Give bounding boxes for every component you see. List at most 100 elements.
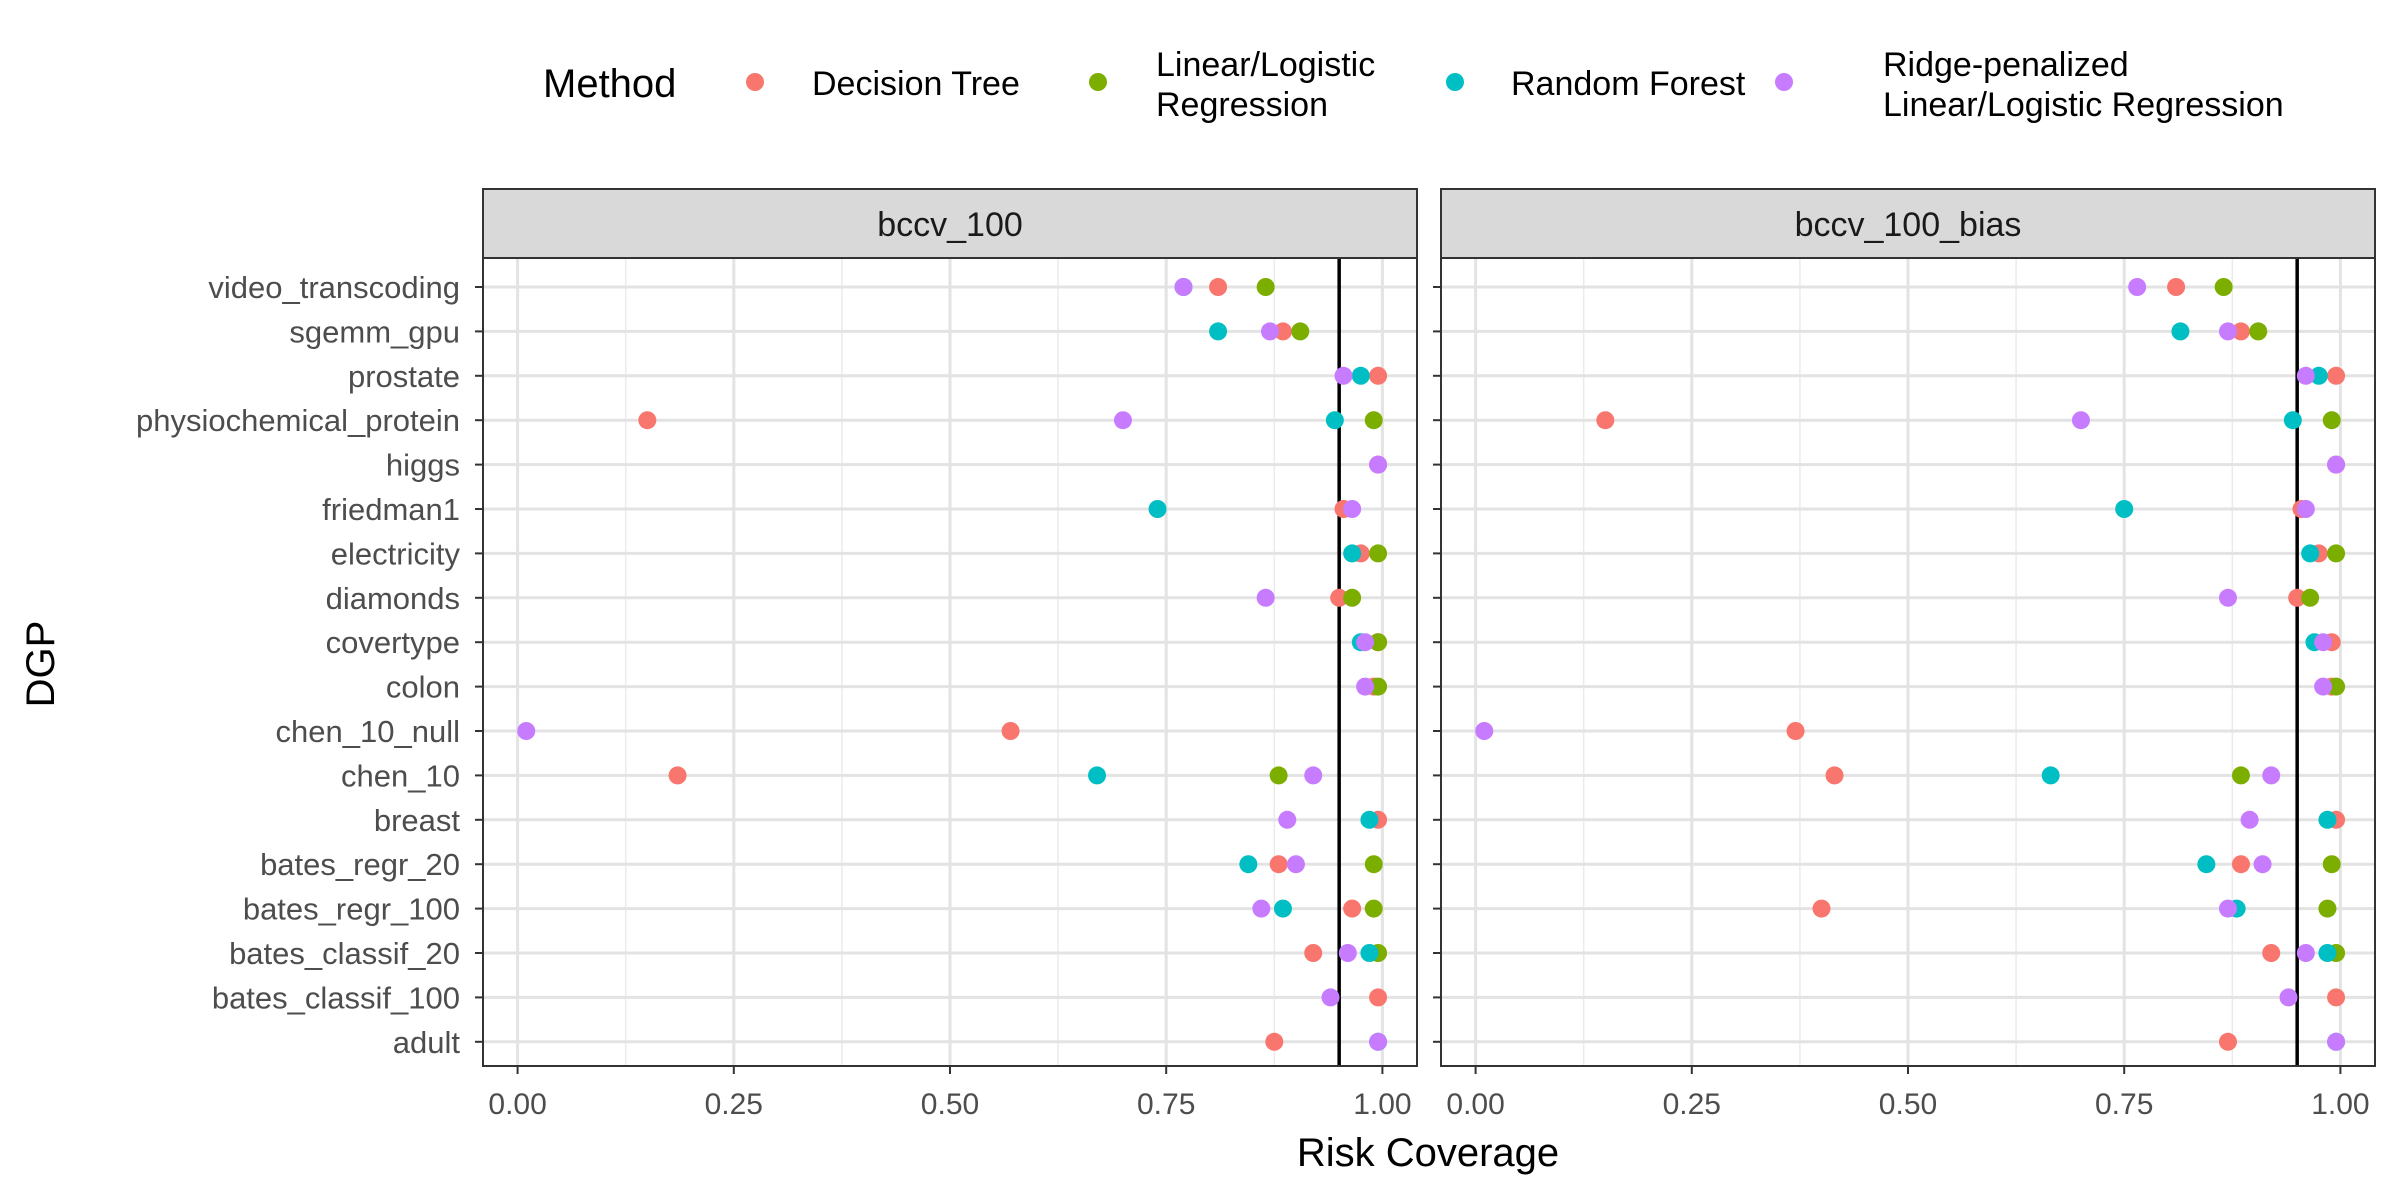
series-4 [1475,278,2346,1051]
data-point [1360,944,1379,962]
data-point [1291,322,1310,341]
data-point [2218,322,2237,341]
data-point [1265,1032,1284,1051]
x-tick-label: 1.00 [2311,1088,2369,1121]
x-tick-label: 0.25 [705,1088,763,1121]
data-point [2171,322,2190,341]
panel-title: bccv_100_bias [1795,206,2022,244]
data-point [2128,278,2147,296]
y-tick-label: sgemm_gpu [289,314,460,349]
data-point [1113,411,1132,430]
data-point [1338,944,1357,962]
y-axis-title: DGP [19,621,63,708]
data-point [2115,500,2134,518]
data-point [1209,322,1228,341]
legend-label: Regression [1156,86,1328,124]
data-point [2296,366,2315,385]
y-tick-label: diamonds [326,581,460,616]
y-tick-label: higgs [386,448,460,483]
data-point [668,766,687,785]
data-point [2296,944,2315,962]
data-point [1343,899,1362,918]
data-point [2318,944,2337,962]
data-point [2041,766,2060,785]
data-point [2231,855,2250,874]
data-point [2322,411,2341,430]
x-tick-label: 0.50 [921,1088,979,1121]
data-point [1273,322,1292,341]
data-point [1475,722,1494,740]
data-point [1364,899,1383,918]
data-point [1273,899,1292,918]
legend-swatch [1775,73,1793,91]
data-point [2314,633,2333,652]
data-point [2327,366,2346,385]
panel-strip [1440,188,2376,259]
data-point [1364,411,1383,430]
data-point [1304,944,1323,962]
data-point [2071,411,2090,430]
data-point [1360,810,1379,829]
data-point [2301,544,2320,563]
y-tick-label: chen_10 [341,758,460,793]
data-point [2262,766,2281,785]
data-point [1001,722,1020,740]
y-tick-label: electricity [331,536,461,571]
panel-bccv-100-bias: bccv_100_bias 0.00 0.25 0.50 0.75 1.00 [1433,188,2376,1121]
legend-label: Linear/Logistic [1156,46,1375,84]
data-point [1812,899,1831,918]
data-point [1252,899,1271,918]
data-point [1356,677,1375,696]
y-tick-label: prostate [348,359,460,394]
y-tick-label: bates_regr_100 [243,892,460,927]
data-point [2327,455,2346,474]
data-point [1269,766,1288,785]
data-point [517,722,536,740]
data-point [1174,278,1193,296]
data-point [2218,899,2237,918]
data-point [1369,366,1388,385]
data-point [1325,411,1344,430]
data-point [1321,988,1340,1007]
data-point [1239,855,1258,874]
data-point [1343,588,1362,607]
data-point [2322,855,2341,874]
data-point [2309,366,2328,385]
panel-strip [482,188,1418,259]
data-point [1343,500,1362,518]
data-point [2327,544,2346,563]
data-point [2218,588,2237,607]
legend-swatch [1446,73,1464,91]
panel-title: bccv_100 [877,206,1023,244]
data-point [1369,1032,1388,1051]
y-tick-label: bates_classif_100 [212,980,460,1015]
y-tick-label: adult [393,1025,461,1060]
legend-title: Method [543,62,676,106]
x-axis-title: Risk Coverage [1297,1131,1559,1175]
data-point [2283,411,2302,430]
data-point [1148,500,1167,518]
data-point [2288,588,2307,607]
y-tick-label: bates_regr_20 [260,847,460,882]
y-tick-label: video_transcoding [208,270,460,305]
data-point [1330,588,1349,607]
data-point [2197,855,2216,874]
data-point [2327,988,2346,1007]
y-tick-label: colon [386,670,460,705]
y-tick-label: bates_classif_20 [229,936,460,971]
data-point [2167,278,2186,296]
data-point [1286,855,1305,874]
data-point [2279,988,2298,1007]
data-point [1364,855,1383,874]
data-point [1369,988,1388,1007]
panel-bccv-100: bccv_100 0.00 0.25 0.50 0.75 1.00 video_transc… [136,188,1418,1121]
data-point [2249,322,2268,341]
series-4 [517,278,1388,1051]
data-point [1256,278,1275,296]
data-point [1334,366,1353,385]
data-point [1256,588,1275,607]
data-point [1369,455,1388,474]
data-point [2301,588,2320,607]
